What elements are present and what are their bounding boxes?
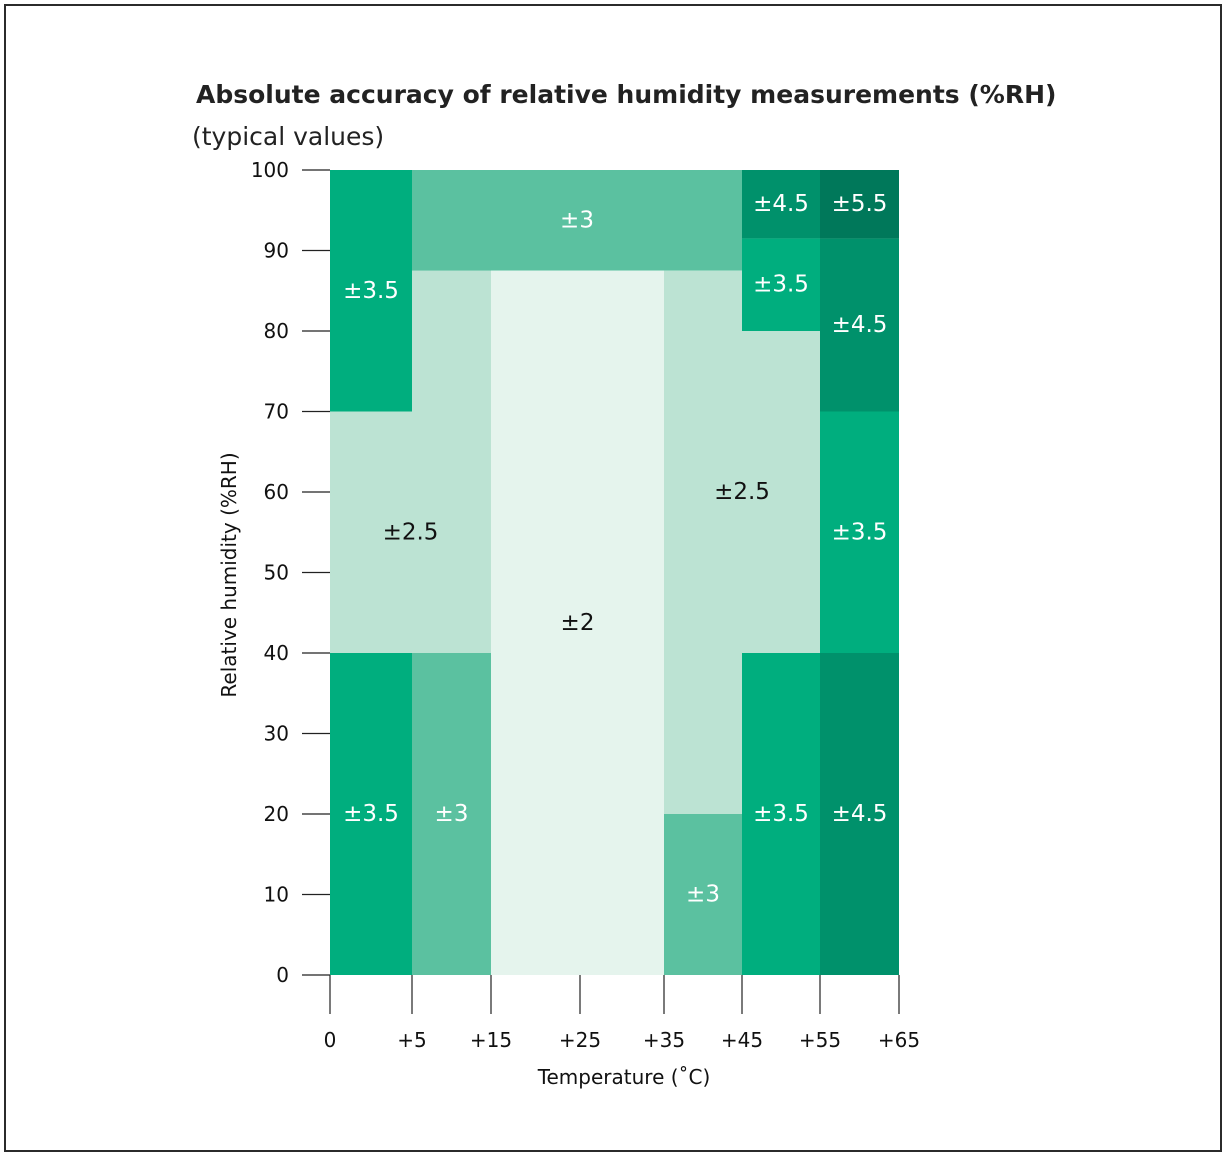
y-axis: 0 10 20 30 40 50 60 70 80 90 100 <box>251 158 330 987</box>
y-tick-label: 70 <box>264 400 289 424</box>
x-axis: 0 +5 +15 +25 +35 +45 +55 +65 <box>324 975 920 1052</box>
heatmap-cell-label: ±2.5 <box>714 479 770 505</box>
y-tick-label: 90 <box>264 239 289 263</box>
y-tick-label: 20 <box>264 802 289 826</box>
heatmap-cell <box>664 331 820 653</box>
y-tick-label: 30 <box>264 722 289 746</box>
heatmap-cell-label: ±4.5 <box>832 801 888 827</box>
x-tick-label: +65 <box>878 1028 920 1052</box>
heatmap-cell <box>820 170 899 239</box>
heatmap-cell <box>742 238 820 331</box>
chart-subtitle: (typical values) <box>192 122 385 151</box>
x-tick-label: +55 <box>799 1028 841 1052</box>
heatmap-cell-label: ±2.5 <box>383 519 439 545</box>
y-tick-label: 0 <box>276 963 289 987</box>
y-axis-title: Relative humidity (%RH) <box>217 452 241 697</box>
heatmap-cell-label: ±3.5 <box>832 519 888 545</box>
heatmap-cell <box>820 238 899 412</box>
heatmap-cell-label: ±3 <box>560 207 594 233</box>
heatmap-cell-label: ±3.5 <box>753 801 809 827</box>
y-tick-label: 10 <box>264 883 289 907</box>
heatmap-cell-label: ±5.5 <box>832 191 888 217</box>
heatmap-cell-label: ±3.5 <box>343 278 399 304</box>
heatmap-cell-labels: ±3.5 ±3.5 ±2.5 ±3 ±3 ±2 ±3 ±2.5 ±3.5 ±3.5 ±4.5 ±4.5… <box>343 191 887 907</box>
y-tick-label: 100 <box>251 158 289 182</box>
chart-title: Absolute accuracy of relative humidity m… <box>196 80 1057 109</box>
x-tick-label: +5 <box>397 1028 426 1052</box>
heatmap-cell-label: ±2 <box>561 610 595 636</box>
heatmap-cell <box>491 270 664 975</box>
heatmap-cell <box>820 411 899 653</box>
heatmap-cell-label: ±3.5 <box>753 272 809 298</box>
x-tick-label: +25 <box>559 1028 601 1052</box>
heatmap-cell-label: ±3.5 <box>343 801 399 827</box>
x-axis-title: Temperature (˚C) <box>537 1065 711 1089</box>
heatmap-cell <box>742 653 820 975</box>
y-tick-label: 50 <box>264 561 289 585</box>
heatmap-cell <box>330 653 412 975</box>
x-tick-label: +15 <box>470 1028 512 1052</box>
heatmap-cell <box>664 653 742 814</box>
y-tick-label: 40 <box>264 641 289 665</box>
x-tick-label: +35 <box>643 1028 685 1052</box>
heatmap-cell <box>412 270 491 412</box>
heatmap-cell-label: ±4.5 <box>753 191 809 217</box>
heatmap-cell-label: ±4.5 <box>832 312 888 338</box>
heatmap-cells <box>330 170 899 975</box>
heatmap-cell <box>412 653 491 975</box>
x-tick-label: 0 <box>324 1028 337 1052</box>
heatmap-cell-label: ±3 <box>435 801 469 827</box>
heatmap-cell <box>664 270 742 331</box>
heatmap-cell <box>412 170 742 271</box>
heatmap-cell <box>820 653 899 975</box>
y-tick-label: 60 <box>264 480 289 504</box>
x-tick-label: +45 <box>721 1028 763 1052</box>
heatmap-cell <box>330 411 491 653</box>
y-tick-label: 80 <box>264 319 289 343</box>
heatmap-cell <box>742 170 820 239</box>
heatmap-cell <box>664 814 742 975</box>
heatmap-cell <box>330 170 412 412</box>
heatmap-cell-label: ±3 <box>686 882 720 908</box>
